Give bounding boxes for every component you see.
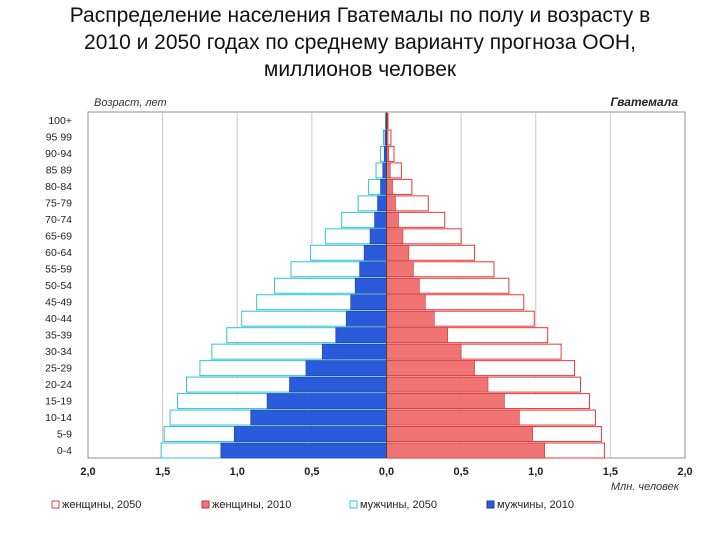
age-group-label: 100+: [48, 115, 72, 127]
x-tick-label: 1,5: [603, 466, 618, 478]
bar-female-2010: [386, 212, 399, 228]
bar-female-2010: [386, 162, 391, 179]
bar-female-2010: [386, 245, 410, 261]
bar-male-2010: [289, 376, 387, 393]
bar-female-2010: [386, 360, 475, 376]
x-tick-label: 2,0: [80, 466, 95, 478]
age-group-label: 5-9: [57, 428, 72, 440]
bar-male-2010: [380, 179, 387, 195]
bar-male-2010: [350, 294, 387, 311]
bar-male-2010: [233, 426, 387, 442]
bar-female-2010: [386, 327, 448, 343]
age-group-label: 50-54: [45, 280, 72, 292]
legend-swatch: [349, 500, 358, 509]
legend-swatch: [51, 500, 60, 509]
age-group-label: 55-59: [45, 264, 72, 276]
legend-label: женщины, 2010: [212, 499, 291, 511]
bar-male-2010: [220, 442, 387, 459]
bar-male-2010: [369, 228, 387, 245]
x-tick-labels: 2,0 1,5 1,0 0,5 0,0 0,5 1,0 1,5 2,0: [80, 466, 692, 478]
x-tick-label: 0,5: [304, 466, 319, 478]
age-group-label: 85 89: [46, 165, 72, 177]
bar-female-2010: [386, 294, 426, 311]
legend-swatch: [486, 500, 495, 509]
age-group-label: 75-79: [45, 198, 72, 210]
bar-male-2010: [359, 261, 387, 278]
age-group-label: 25-29: [45, 362, 72, 374]
bar-male-2010: [354, 277, 387, 294]
bar-male-2010: [377, 195, 387, 212]
x-tick-label: 1,0: [230, 466, 245, 478]
slide-title-line-3: миллионов человек: [263, 58, 457, 81]
bar-female-2010: [386, 393, 505, 409]
legend-label: женщины, 2050: [62, 499, 141, 511]
age-group-label: 60-64: [45, 247, 72, 259]
age-group-label: 15-19: [45, 395, 72, 407]
age-group-label: 80-84: [45, 181, 72, 193]
x-tick-label: 1,0: [528, 466, 543, 478]
x-axis-label: Млн. человек: [611, 481, 680, 493]
bar-female-2010: [386, 409, 520, 426]
legend-label: мужчины, 2010: [497, 499, 574, 511]
bar-female-2010: [386, 343, 462, 360]
population-pyramid-chart: 100+ 95 99 90-94 85 89 80-84 75-79 70-74 65-69 6…: [0, 92, 720, 532]
bar-female-2010: [386, 310, 435, 327]
age-group-label: 30-34: [45, 346, 72, 358]
bar-male-2010: [374, 212, 387, 228]
bar-male-2010: [266, 393, 387, 409]
x-tick-label: 0,0: [379, 466, 394, 478]
bar-male-2010: [382, 162, 387, 179]
age-group-label: 45-49: [45, 296, 72, 308]
slide-title-line-2: 2010 и 2050 годах по среднему варианту п…: [84, 31, 636, 54]
bars: [160, 113, 605, 459]
bar-male-2010: [363, 245, 387, 261]
age-group-label: 35-39: [45, 329, 72, 341]
bar-female-2010: [386, 376, 489, 393]
age-group-label: 10-14: [45, 412, 72, 424]
bar-female-2010: [386, 442, 546, 459]
age-group-label: 20-24: [45, 379, 72, 391]
y-axis-label: Возраст, лет: [94, 97, 167, 109]
age-group-label: 65-69: [45, 231, 72, 243]
bar-male-2010: [305, 360, 387, 376]
chart-title: Гватемала: [610, 95, 678, 109]
age-group-label: 70-74: [45, 214, 72, 226]
bar-male-2010: [345, 310, 387, 327]
legend-swatch: [201, 500, 210, 509]
age-group-label: 0-4: [57, 445, 72, 457]
bar-female-2010: [386, 179, 393, 195]
bar-female-2010: [386, 195, 396, 212]
x-tick-label: 2,0: [677, 466, 692, 478]
bar-male-2010: [250, 409, 387, 426]
x-tick-label: 1,5: [155, 466, 170, 478]
bar-female-2010: [386, 277, 420, 294]
age-group-label: 95 99: [46, 132, 72, 144]
bar-male-2010: [335, 327, 387, 343]
legend-label: мужчины, 2050: [360, 499, 437, 511]
legend: женщины, 2050 женщины, 2010 мужчины, 2050 м…: [51, 499, 574, 511]
age-group-label: 90-94: [45, 148, 72, 160]
bar-male-2010: [322, 343, 387, 360]
bar-female-2010: [386, 426, 534, 442]
chart-svg: 100+ 95 99 90-94 85 89 80-84 75-79 70-74 65-69 6…: [45, 95, 693, 511]
age-group-labels: 100+ 95 99 90-94 85 89 80-84 75-79 70-74 65-69 6…: [45, 115, 72, 457]
x-tick-label: 0,5: [453, 466, 468, 478]
bar-female-2010: [386, 261, 414, 278]
slide-title-line-1: Распределение населения Гватемалы по пол…: [69, 4, 651, 27]
bar-female-2010: [386, 228, 404, 245]
age-group-label: 40-44: [45, 313, 72, 325]
slide-title: Распределение населения Гватемалы по пол…: [0, 2, 720, 83]
